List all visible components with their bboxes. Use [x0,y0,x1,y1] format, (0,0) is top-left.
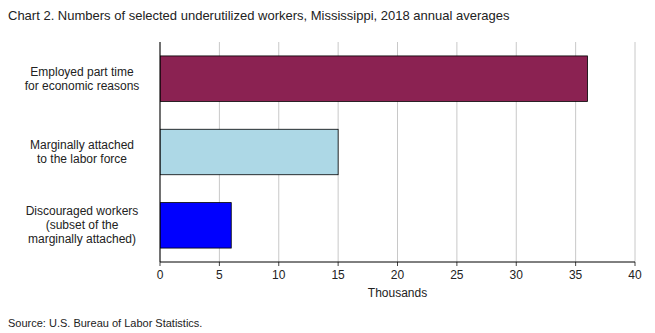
bar [160,129,338,174]
tick-label: 25 [450,268,464,282]
x-axis-line [160,262,635,263]
source: Source: U.S. Bureau of Labor Statistics. [8,317,202,329]
bar [160,56,588,101]
grid-line [635,42,636,262]
category-label: Discouraged workers(subset of themargina… [26,204,139,246]
category-label: Marginally attachedto the labor force [30,138,134,166]
tick-label: 10 [272,268,286,282]
tick-label: 40 [628,268,642,282]
tick-mark [219,262,220,266]
tick-mark [516,262,517,266]
tick-label: 5 [216,268,223,282]
y-axis-line [160,42,161,262]
tick-mark [278,262,279,266]
tick-mark [338,262,339,266]
tick-label: 30 [510,268,524,282]
grid-line [160,42,161,262]
tick-label: 0 [157,268,164,282]
title: Chart 2. Numbers of selected underutiliz… [8,8,510,23]
category-label: Employed part timefor economic reasons [25,65,140,93]
tick-label: 35 [569,268,583,282]
tick-mark [160,262,161,266]
tick-label: 15 [331,268,345,282]
chart-container: Chart 2. Numbers of selected underutiliz… [0,0,655,333]
chart: Chart 2. Numbers of selected underutiliz… [0,0,655,333]
x-axis-label: Thousands [368,286,427,300]
bar [160,203,231,248]
tick-mark [397,262,398,266]
bars [160,56,588,248]
tick-mark [635,262,636,266]
tick-mark [456,262,457,266]
tick-label: 20 [391,268,405,282]
grid [160,42,635,262]
tick-mark [575,262,576,266]
